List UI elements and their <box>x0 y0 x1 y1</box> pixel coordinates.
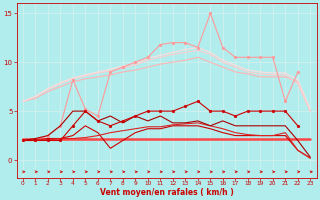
X-axis label: Vent moyen/en rafales ( km/h ): Vent moyen/en rafales ( km/h ) <box>100 188 234 197</box>
